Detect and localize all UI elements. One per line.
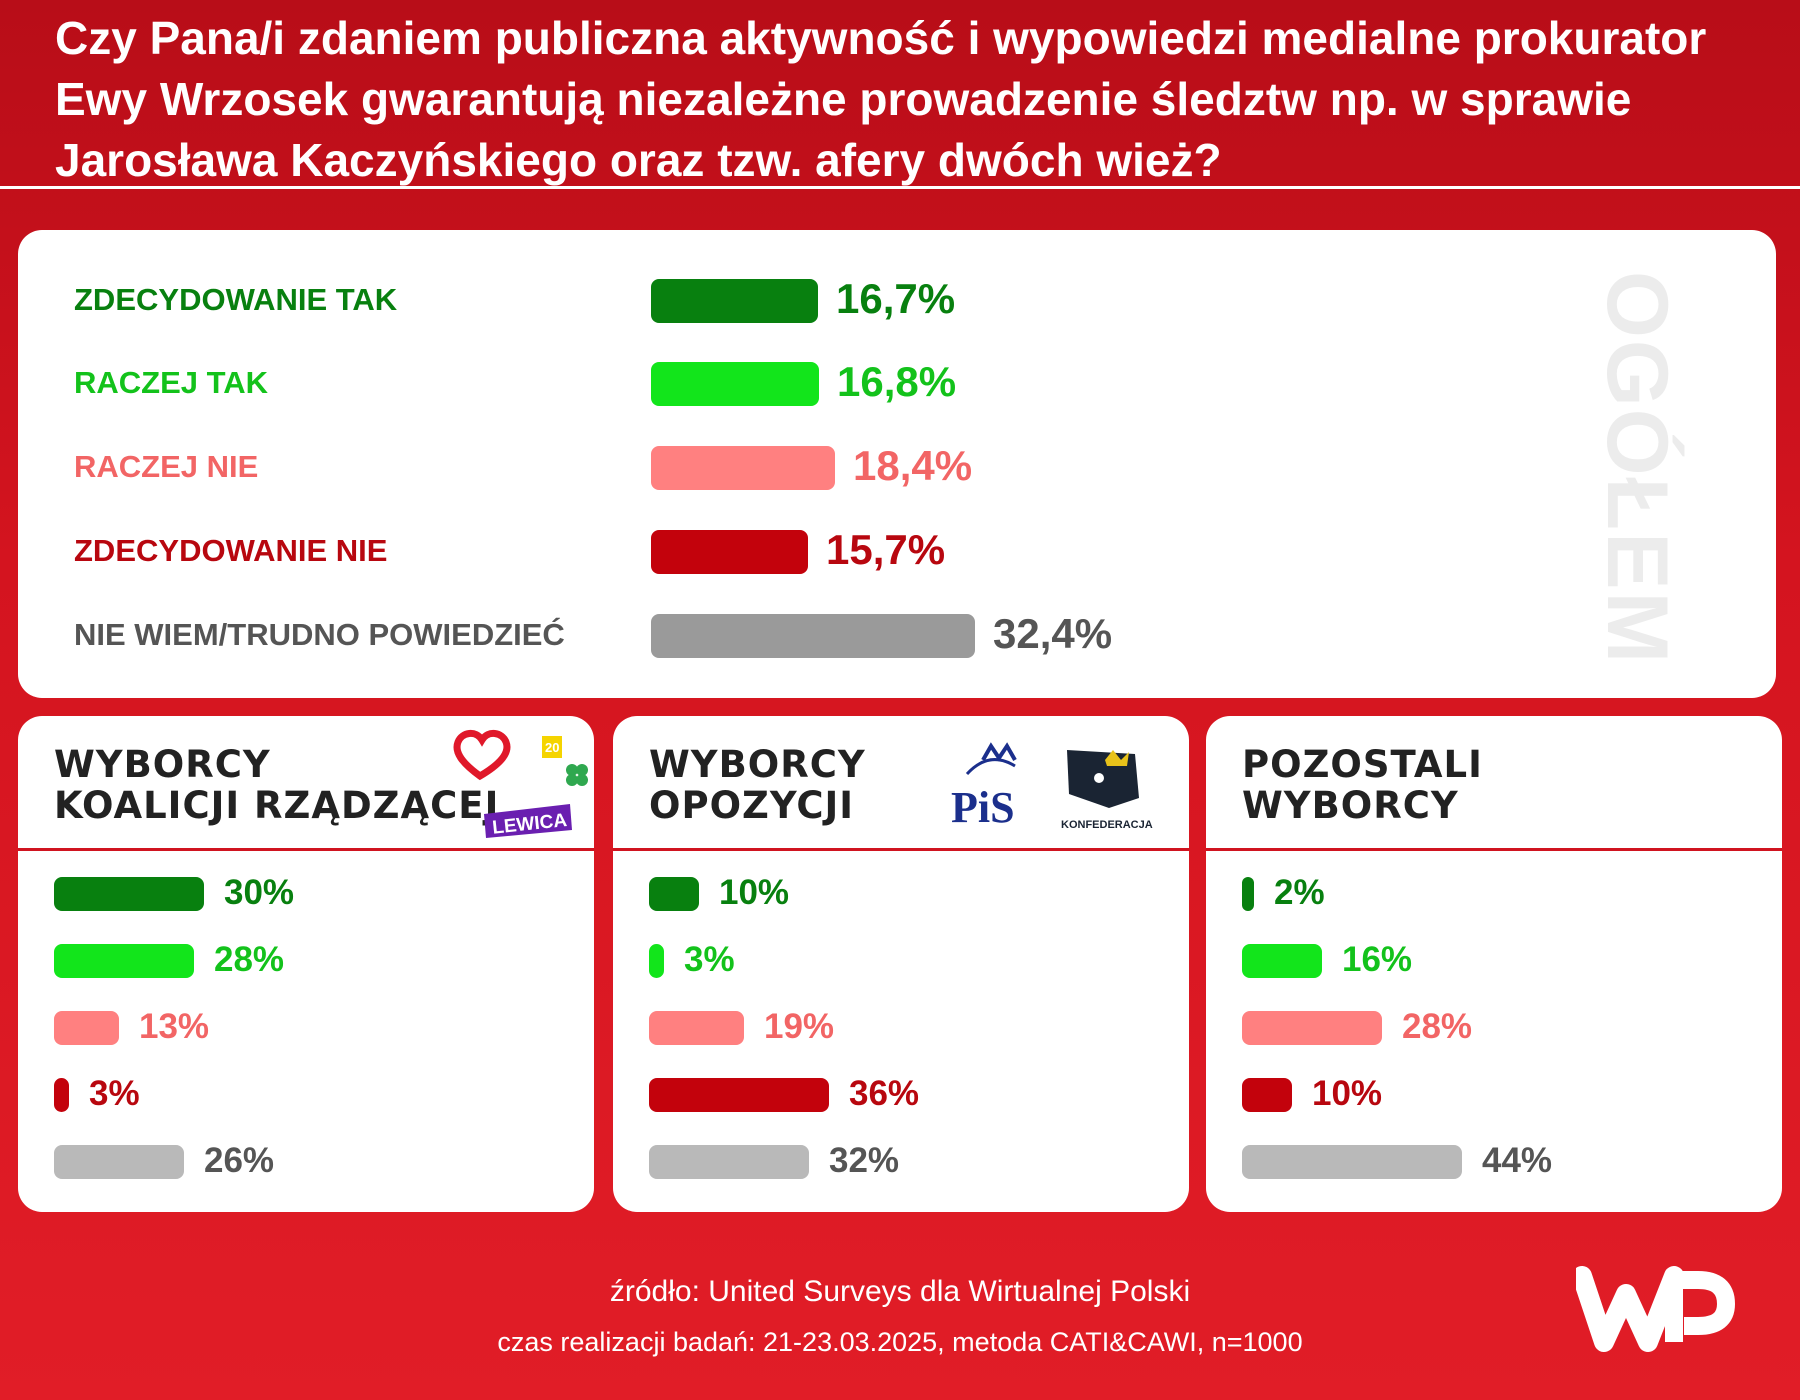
group-card-coalition: WYBORCY KOALICJI RZĄDZĄCEJ 20 LEWICA 30%… bbox=[18, 716, 594, 1212]
bar bbox=[54, 877, 204, 911]
bar bbox=[651, 279, 818, 323]
opposition-logos: PiS KONFEDERACJA bbox=[951, 742, 1153, 832]
group-title-opposition: WYBORCY OPOZYCJI bbox=[649, 744, 866, 826]
value-label: 19% bbox=[764, 1007, 835, 1046]
group-divider bbox=[18, 848, 594, 851]
group-title-line2: WYBORCY bbox=[1242, 784, 1459, 827]
bar bbox=[649, 1078, 829, 1112]
heart-logo bbox=[453, 730, 511, 781]
lewica-logo: LEWICA bbox=[484, 804, 572, 839]
psl-clover-logo bbox=[566, 764, 588, 786]
group-title-coalition: WYBORCY KOALICJI RZĄDZĄCEJ bbox=[54, 744, 499, 826]
value-label: 10% bbox=[719, 873, 790, 912]
value-label: 44% bbox=[1482, 1141, 1553, 1180]
svg-text:PiS: PiS bbox=[951, 783, 1015, 832]
bar bbox=[651, 530, 808, 574]
group-title-line1: WYBORCY bbox=[54, 743, 271, 786]
group-title-line1: POZOSTALI bbox=[1242, 743, 1483, 786]
bar bbox=[54, 1078, 69, 1112]
value-label: 32,4% bbox=[993, 610, 1113, 657]
method-note: czas realizacji badań: 21-23.03.2025, me… bbox=[497, 1327, 1303, 1357]
bar bbox=[649, 1145, 809, 1179]
value-label: 3% bbox=[89, 1074, 140, 1113]
value-label: 30% bbox=[224, 873, 295, 912]
value-label: 16,7% bbox=[836, 275, 956, 322]
bar bbox=[1242, 1078, 1292, 1112]
svg-text:20: 20 bbox=[545, 740, 559, 755]
value-label: 13% bbox=[139, 1007, 210, 1046]
value-label: 36% bbox=[849, 1074, 920, 1113]
bar bbox=[649, 1011, 744, 1045]
value-label: 16% bbox=[1342, 940, 1413, 979]
group-card-opposition: WYBORCY OPOZYCJI PiS KONFEDERACJA 10% 3% 1… bbox=[613, 716, 1189, 1212]
value-label: 26% bbox=[204, 1141, 275, 1180]
source-note: źródło: United Surveys dla Wirtualnej Po… bbox=[609, 1275, 1191, 1308]
group-title-line1: WYBORCY bbox=[649, 743, 866, 786]
group-title-line2: OPOZYCJI bbox=[649, 784, 855, 827]
overall-side-label: OGÓŁEM bbox=[1589, 270, 1685, 666]
pis-logo: PiS bbox=[951, 742, 1017, 832]
bar bbox=[1242, 944, 1322, 978]
bar bbox=[649, 944, 664, 978]
category-label: ZDECYDOWANIE TAK bbox=[74, 282, 398, 317]
group-card-others: POZOSTALI WYBORCY 2% 16% 28% 10% 44% bbox=[1206, 716, 1782, 1212]
group-title-others: POZOSTALI WYBORCY bbox=[1242, 744, 1483, 826]
svg-text:KONFEDERACJA: KONFEDERACJA bbox=[1061, 819, 1153, 831]
value-label: 18,4% bbox=[853, 442, 973, 489]
polska-2050-logo: 20 bbox=[542, 736, 562, 758]
value-label: 32% bbox=[829, 1141, 900, 1180]
category-label: RACZEJ TAK bbox=[74, 365, 269, 400]
bar bbox=[1242, 877, 1254, 911]
category-label: RACZEJ NIE bbox=[74, 449, 259, 484]
bar bbox=[54, 944, 194, 978]
group-divider bbox=[613, 848, 1189, 851]
value-label: 15,7% bbox=[826, 526, 946, 573]
value-label: 3% bbox=[684, 940, 735, 979]
konfederacja-logo: KONFEDERACJA bbox=[1061, 750, 1153, 831]
bar bbox=[651, 446, 835, 490]
value-label: 2% bbox=[1274, 873, 1325, 912]
coalition-logos: 20 LEWICA bbox=[453, 730, 588, 839]
group-title-line2: KOALICJI RZĄDZĄCEJ bbox=[54, 784, 500, 827]
value-label: 10% bbox=[1312, 1074, 1383, 1113]
value-label: 16,8% bbox=[837, 358, 957, 405]
bar bbox=[1242, 1145, 1462, 1179]
bar bbox=[54, 1011, 119, 1045]
group-divider bbox=[1206, 848, 1782, 851]
value-label: 28% bbox=[214, 940, 285, 979]
bar bbox=[649, 877, 699, 911]
bar bbox=[1242, 1011, 1382, 1045]
bar bbox=[651, 362, 819, 406]
value-label: 28% bbox=[1402, 1007, 1473, 1046]
chart-title: Czy Pana/i zdaniem publiczna aktywność i… bbox=[55, 12, 1707, 186]
category-label: ZDECYDOWANIE NIE bbox=[74, 533, 388, 568]
wp-logo bbox=[1576, 1266, 1735, 1352]
bar bbox=[54, 1145, 184, 1179]
category-label: NIE WIEM/TRUDNO POWIEDZIEĆ bbox=[74, 617, 565, 652]
bar bbox=[651, 614, 975, 658]
title-divider bbox=[0, 186, 1800, 189]
